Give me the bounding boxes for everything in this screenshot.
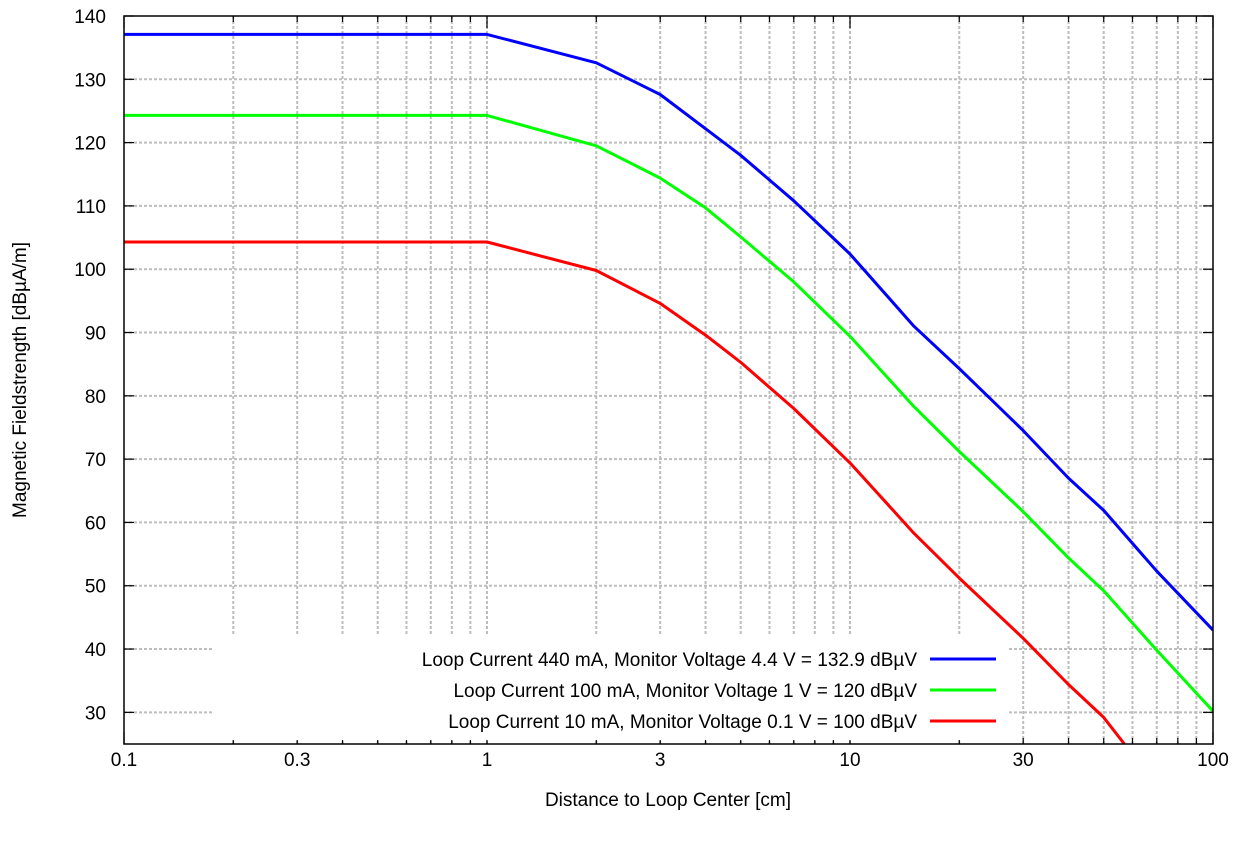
x-tick-label: 1 xyxy=(482,750,493,771)
x-axis-title: Distance to Loop Center [cm] xyxy=(545,790,791,811)
x-tick-label: 3 xyxy=(655,750,666,771)
grid xyxy=(124,16,1213,744)
legend-background xyxy=(214,636,1008,740)
legend-label-3: Loop Current 10 mA, Monitor Voltage 0.1 … xyxy=(448,712,917,733)
y-tick-label: 40 xyxy=(85,640,106,661)
y-tick-label: 50 xyxy=(85,577,106,598)
legend-label-1: Loop Current 440 mA, Monitor Voltage 4.4… xyxy=(422,650,918,671)
y-tick-label: 30 xyxy=(85,703,106,724)
series-line-2 xyxy=(124,113,1213,713)
x-tick-label: 0.1 xyxy=(111,750,137,771)
y-tick-label: 70 xyxy=(85,450,106,471)
legend: Loop Current 440 mA, Monitor Voltage 4.4… xyxy=(214,636,1008,740)
y-tick-label: 110 xyxy=(76,197,106,218)
y-tick-label: 90 xyxy=(85,324,106,345)
legend-label-2: Loop Current 100 mA, Monitor Voltage 1 V… xyxy=(453,681,917,702)
y-tick-label: 120 xyxy=(74,134,106,155)
y-tick-label: 130 xyxy=(74,70,106,91)
axis-ticks: 0.1 0.3 1 3 10 30 100 30 40 50 60 70 80 90 100 110 120 13… xyxy=(74,7,1229,771)
series-line-3 xyxy=(124,240,1126,744)
plot-frame xyxy=(123,15,1214,745)
series-line-1 xyxy=(124,32,1213,632)
x-tick-label: 10 xyxy=(839,750,860,771)
y-axis-title: Magnetic Fieldstrength [dBµA/m] xyxy=(10,242,31,518)
y-tick-label: 60 xyxy=(85,513,106,534)
y-tick-label: 100 xyxy=(74,260,106,281)
x-tick-label: 0.3 xyxy=(284,750,310,771)
x-tick-label: 30 xyxy=(1013,750,1034,771)
x-tick-label: 100 xyxy=(1197,750,1229,771)
series-lines xyxy=(124,32,1213,744)
y-tick-label: 80 xyxy=(85,387,106,408)
y-tick-label: 140 xyxy=(74,7,106,28)
